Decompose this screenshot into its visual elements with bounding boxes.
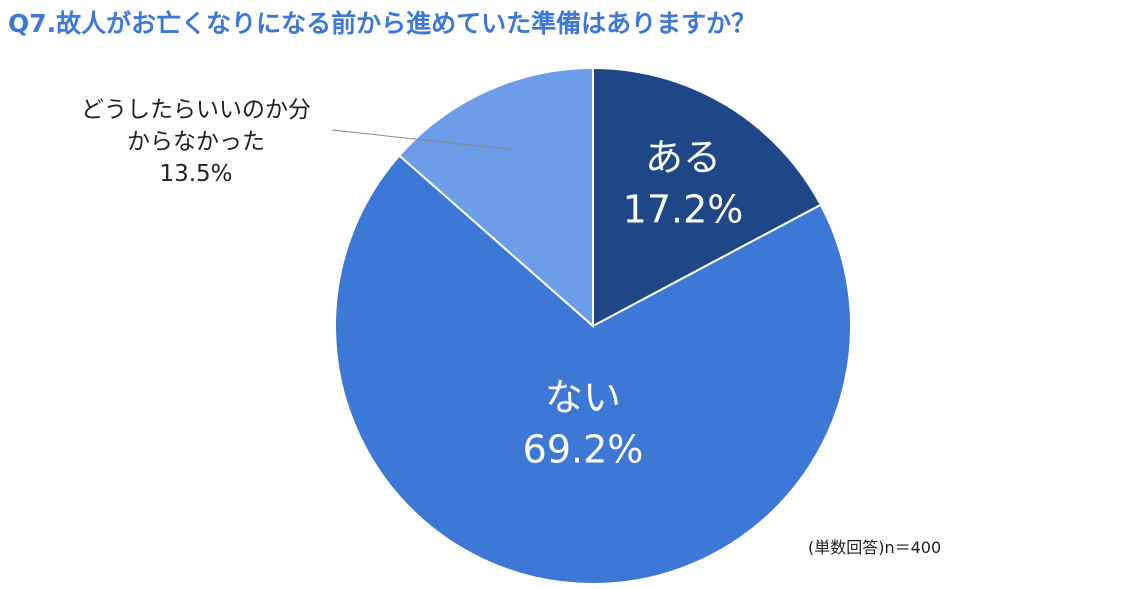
category-label: ない [545, 376, 621, 420]
pie-slice [592, 66, 823, 328]
value-label: 13.5% [159, 161, 233, 187]
category-label: どうしたらいいのか分からなかった [81, 97, 311, 155]
pie-slice [397, 66, 594, 329]
category-label: ある [645, 136, 721, 180]
outside-label: どうしたらいいのか分からなかった 13.5% [80, 94, 312, 190]
leader-line [331, 129, 514, 151]
pie-slice [334, 154, 852, 585]
value-label: 17.2% [623, 188, 744, 232]
note: (単数回答)n＝400 [808, 538, 942, 557]
value-label: 69.2% [523, 428, 644, 472]
chart-title: Q7.故人がお亡くなりになる前から進めていた準備はありますか？ [8, 9, 757, 38]
